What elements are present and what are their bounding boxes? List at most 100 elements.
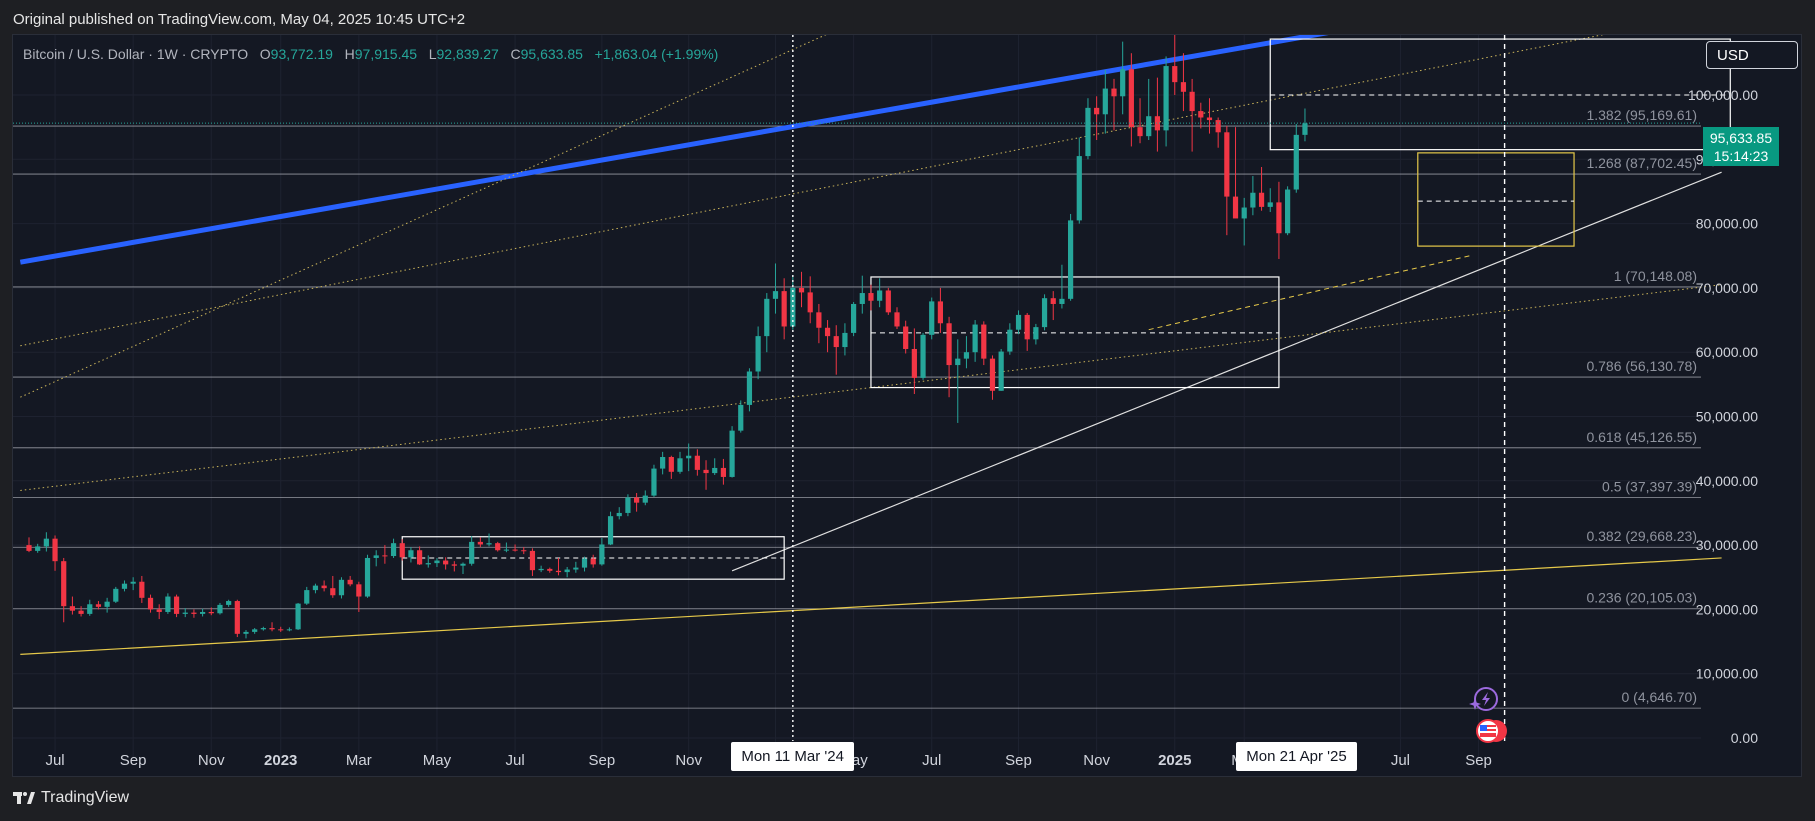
footer-brand[interactable]: TradingView <box>13 789 129 807</box>
candle <box>338 577 345 599</box>
candle <box>764 293 770 353</box>
candle <box>43 532 49 552</box>
candle <box>121 580 128 592</box>
candle <box>434 557 440 567</box>
candle <box>660 451 666 475</box>
candle <box>1033 323 1039 345</box>
candle <box>269 622 275 632</box>
candle <box>1258 167 1265 211</box>
candle-body <box>772 291 779 299</box>
candle-body <box>469 541 475 564</box>
open-value: 93,772.19 <box>270 46 333 62</box>
candle-body <box>1293 134 1299 190</box>
candle <box>712 458 718 476</box>
candle <box>529 548 536 576</box>
fib-level-label: 0.236 (20,105.03) <box>1586 590 1697 606</box>
candle-body <box>1102 88 1108 115</box>
x-axis-tick-label: Jul <box>1391 752 1410 769</box>
candle-body <box>842 332 848 348</box>
candle-body <box>417 550 423 565</box>
candle-body <box>130 581 136 584</box>
candle <box>1094 96 1100 141</box>
candle <box>981 321 987 366</box>
candle <box>173 594 180 618</box>
candle-body <box>824 327 831 337</box>
candle-body <box>321 585 327 589</box>
candle-body <box>529 550 536 571</box>
candle <box>1285 186 1291 236</box>
candle-body <box>1154 116 1160 131</box>
chart-frame[interactable]: 1.382 (95,169.61) 1.268 (87,702.45) 1 (70,… <box>12 34 1802 777</box>
fib-level-label: 0 (4,646.70) <box>1622 689 1698 705</box>
candle-body <box>1007 329 1013 352</box>
trendline-gold-long-support <box>20 557 1722 656</box>
fib-level-label: 0.382 (29,668.23) <box>1586 528 1697 544</box>
candle <box>26 537 32 553</box>
x-axis-tick-label: Nov <box>675 752 702 769</box>
crosshair-date-tag: Mon 21 Apr '25 <box>1236 742 1357 771</box>
candle-body <box>278 629 284 631</box>
candle <box>590 554 596 568</box>
fib-level-label: 0.786 (56,130.78) <box>1586 358 1697 374</box>
candle-body <box>52 538 58 562</box>
candle <box>61 557 67 623</box>
price-chart[interactable]: 1.382 (95,169.61) 1.268 (87,702.45) 1 (70,… <box>13 35 1801 776</box>
candle <box>321 580 327 592</box>
candle <box>1224 125 1230 236</box>
candle-body <box>26 545 32 551</box>
candle-body <box>356 584 362 597</box>
y-axis-tick-label: 10,000.00 <box>1696 666 1758 682</box>
candle <box>147 594 154 613</box>
candle <box>851 302 857 337</box>
candle <box>616 507 622 520</box>
fib-level-label: 1 (70,148.08) <box>1614 268 1697 284</box>
candle-body <box>217 604 223 614</box>
candle <box>573 561 579 573</box>
x-axis-tick-label: 2025 <box>1158 752 1191 769</box>
candle <box>972 320 978 362</box>
candle-body <box>607 516 614 545</box>
candle-body <box>243 631 249 634</box>
y-axis-tick-label: 80,000.00 <box>1696 216 1758 232</box>
range-box-range-2024 <box>870 276 1280 389</box>
candle <box>903 320 909 354</box>
candle-body <box>668 457 674 472</box>
candle <box>451 561 457 572</box>
candle <box>243 629 249 639</box>
candle-body <box>165 596 171 612</box>
currency-selector[interactable]: USD <box>1706 41 1798 69</box>
range-box-range-top-2025 <box>1269 38 1731 151</box>
candle <box>1276 181 1282 259</box>
candle-body <box>147 597 154 610</box>
candle <box>139 575 145 603</box>
candle <box>373 550 379 567</box>
candle <box>1059 264 1065 309</box>
x-axis-tick-label: Sep <box>120 752 147 769</box>
candle <box>130 577 136 591</box>
lightning-event-icon[interactable] <box>1474 687 1498 711</box>
candle-body <box>1024 314 1030 340</box>
candle <box>425 555 431 568</box>
candle-body <box>877 290 883 301</box>
x-axis-tick-label: Sep <box>589 752 616 769</box>
candle-body <box>1163 66 1169 131</box>
candle-body <box>208 611 214 614</box>
x-axis-tick-label: May <box>423 752 452 769</box>
candle <box>1111 78 1117 131</box>
candle-body <box>1111 88 1117 97</box>
candle-body <box>833 336 839 348</box>
candle-body <box>1198 111 1204 118</box>
candle-body <box>972 324 978 353</box>
candle <box>746 368 753 412</box>
candle-body <box>226 601 232 605</box>
candle <box>877 278 883 308</box>
candle-body <box>451 564 457 566</box>
candle <box>165 593 171 614</box>
close-value: 95,633.85 <box>520 46 583 62</box>
candle <box>503 542 509 553</box>
us-flag-event-icon[interactable] <box>1476 719 1507 743</box>
candle-body <box>677 458 683 472</box>
candle <box>1085 98 1091 160</box>
candle-body <box>686 455 692 459</box>
candle <box>1180 53 1187 112</box>
